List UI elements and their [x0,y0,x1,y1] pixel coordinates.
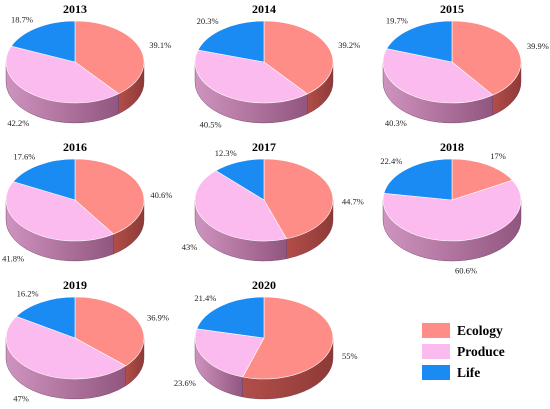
legend-item-life: Life [422,365,480,380]
value-label-produce: 40.3% [385,118,407,128]
pie-2016: 2016 40.6% 41.8% 17.6% [2,140,172,263]
value-label-life: 17.6% [13,152,35,162]
value-label-ecology: 17% [490,151,506,161]
value-label-ecology: 55% [342,351,358,361]
value-label-produce: 40.5% [200,119,222,129]
value-label-ecology: 39.1% [149,40,171,50]
value-label-life: 22.4% [380,156,402,166]
pie-top [5,158,145,242]
legend-swatch [422,365,450,380]
slice-life [197,20,265,63]
pie-top [5,296,145,380]
value-label-produce: 23.6% [174,378,196,388]
pie-title: 2013 [63,2,87,16]
slice-produce [382,48,494,104]
slice-ecology [74,158,145,235]
slice-ecology [242,296,334,380]
pie-2014: 2014 39.2% 40.5% 20.3% [194,2,360,129]
pie-title: 2016 [63,140,87,154]
value-label-life: 19.7% [386,16,408,26]
legend: Ecology Produce Life [422,323,505,380]
pie-2017: 2017 44.7% 43% 12.3% [182,140,364,262]
pie-title: 2014 [252,2,276,16]
pie-2018: 2018 17% 60.6% 22.4% [380,140,522,275]
pie-top [382,158,522,242]
slice-life [196,296,265,339]
value-label-life: 21.4% [194,293,216,303]
value-label-ecology: 39.9% [527,41,549,51]
slice-ecology [74,20,145,95]
slice-life [383,158,453,201]
legend-swatch [422,323,450,338]
pie-title: 2019 [63,278,87,292]
slice-produce [382,179,522,242]
value-label-life: 12.3% [215,148,237,158]
slice-life [215,158,265,201]
pie-title: 2015 [440,2,464,16]
slice-produce [5,45,120,104]
value-label-produce: 42.2% [7,118,29,128]
slice-produce [194,328,265,378]
pie-2020: 2020 55% 23.6% 21.4% [174,278,358,400]
legend-swatch [422,344,450,359]
pie-top [5,20,145,104]
slice-produce [194,49,308,104]
slice-produce [5,181,114,242]
pie-2019: 2019 36.9% 47% 16.2% [5,278,169,404]
slice-life [15,296,76,339]
legend-label: Life [457,365,480,380]
pie-top [194,158,334,242]
legend-label: Ecology [457,323,503,338]
value-label-life: 18.7% [11,15,33,25]
legend-item-produce: Produce [422,344,505,359]
pie-charts: 201339.1%42.2%18.7%201439.2%40.5%20.3%20… [2,2,549,404]
value-label-produce: 41.8% [2,253,24,263]
value-label-ecology: 36.9% [147,313,169,323]
slice-ecology [263,158,334,240]
pie-title: 2020 [252,278,276,292]
value-label-ecology: 39.2% [338,40,360,50]
slice-produce [194,170,288,242]
pie-title: 2017 [252,140,276,154]
pie-top [194,296,334,380]
slice-ecology [451,158,514,201]
legend-label: Produce [457,344,505,359]
pie-2015: 2015 39.9% 40.3% 19.7% [382,2,549,128]
value-label-ecology: 44.7% [342,197,364,207]
slice-life [10,20,76,63]
value-label-produce: 47% [13,394,29,404]
pie-top [194,20,334,104]
value-label-life: 20.3% [197,16,219,26]
slice-ecology [263,20,334,95]
value-label-produce: 43% [182,242,198,252]
slice-life [12,158,76,201]
value-label-life: 16.2% [17,289,39,299]
pie-title: 2018 [440,140,464,154]
pie-2013: 2013 39.1% 42.2% 18.7% [5,2,171,128]
slice-produce [5,316,127,380]
value-label-ecology: 40.6% [150,190,172,200]
pie-top [382,20,522,104]
slice-ecology [451,20,522,96]
value-label-produce: 60.6% [455,265,477,275]
legend-item-ecology: Ecology [422,323,503,338]
slice-life [386,20,453,63]
slice-ecology [74,296,145,367]
